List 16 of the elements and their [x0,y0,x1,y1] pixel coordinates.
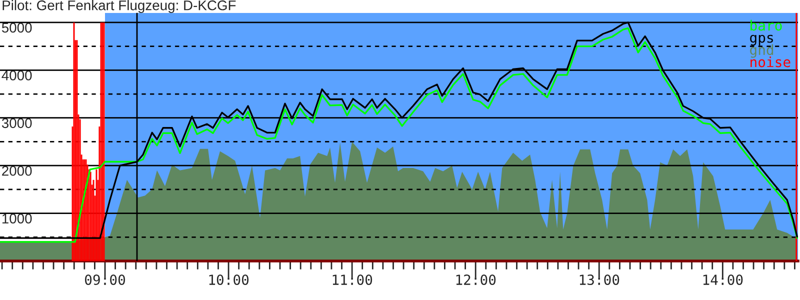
x-tick-label: 11:00 [332,274,372,286]
text: gps [750,34,773,46]
x-tick-label: 10:00 [209,274,249,286]
x-tick-label: 13:00 [580,274,620,286]
text: gnd [750,44,774,58]
x-tick-label: 12:00 [456,274,496,286]
series-label: noise [750,56,790,68]
text: baro [750,20,782,31]
y-tick-label: 5000 [2,22,32,33]
y-tick-label: 4000 [2,70,32,80]
y-tick-label: 2000 [2,166,32,176]
x-tick-label: 09:00 [85,274,126,286]
y-tick-label: 3000 [2,118,32,128]
y-tick-label: 1000 [2,214,32,224]
x-tick-label: 14:00 [703,274,743,286]
chart-title: Pilot: Gert Fenkart Flugzeug: D-KCGF [2,0,236,14]
